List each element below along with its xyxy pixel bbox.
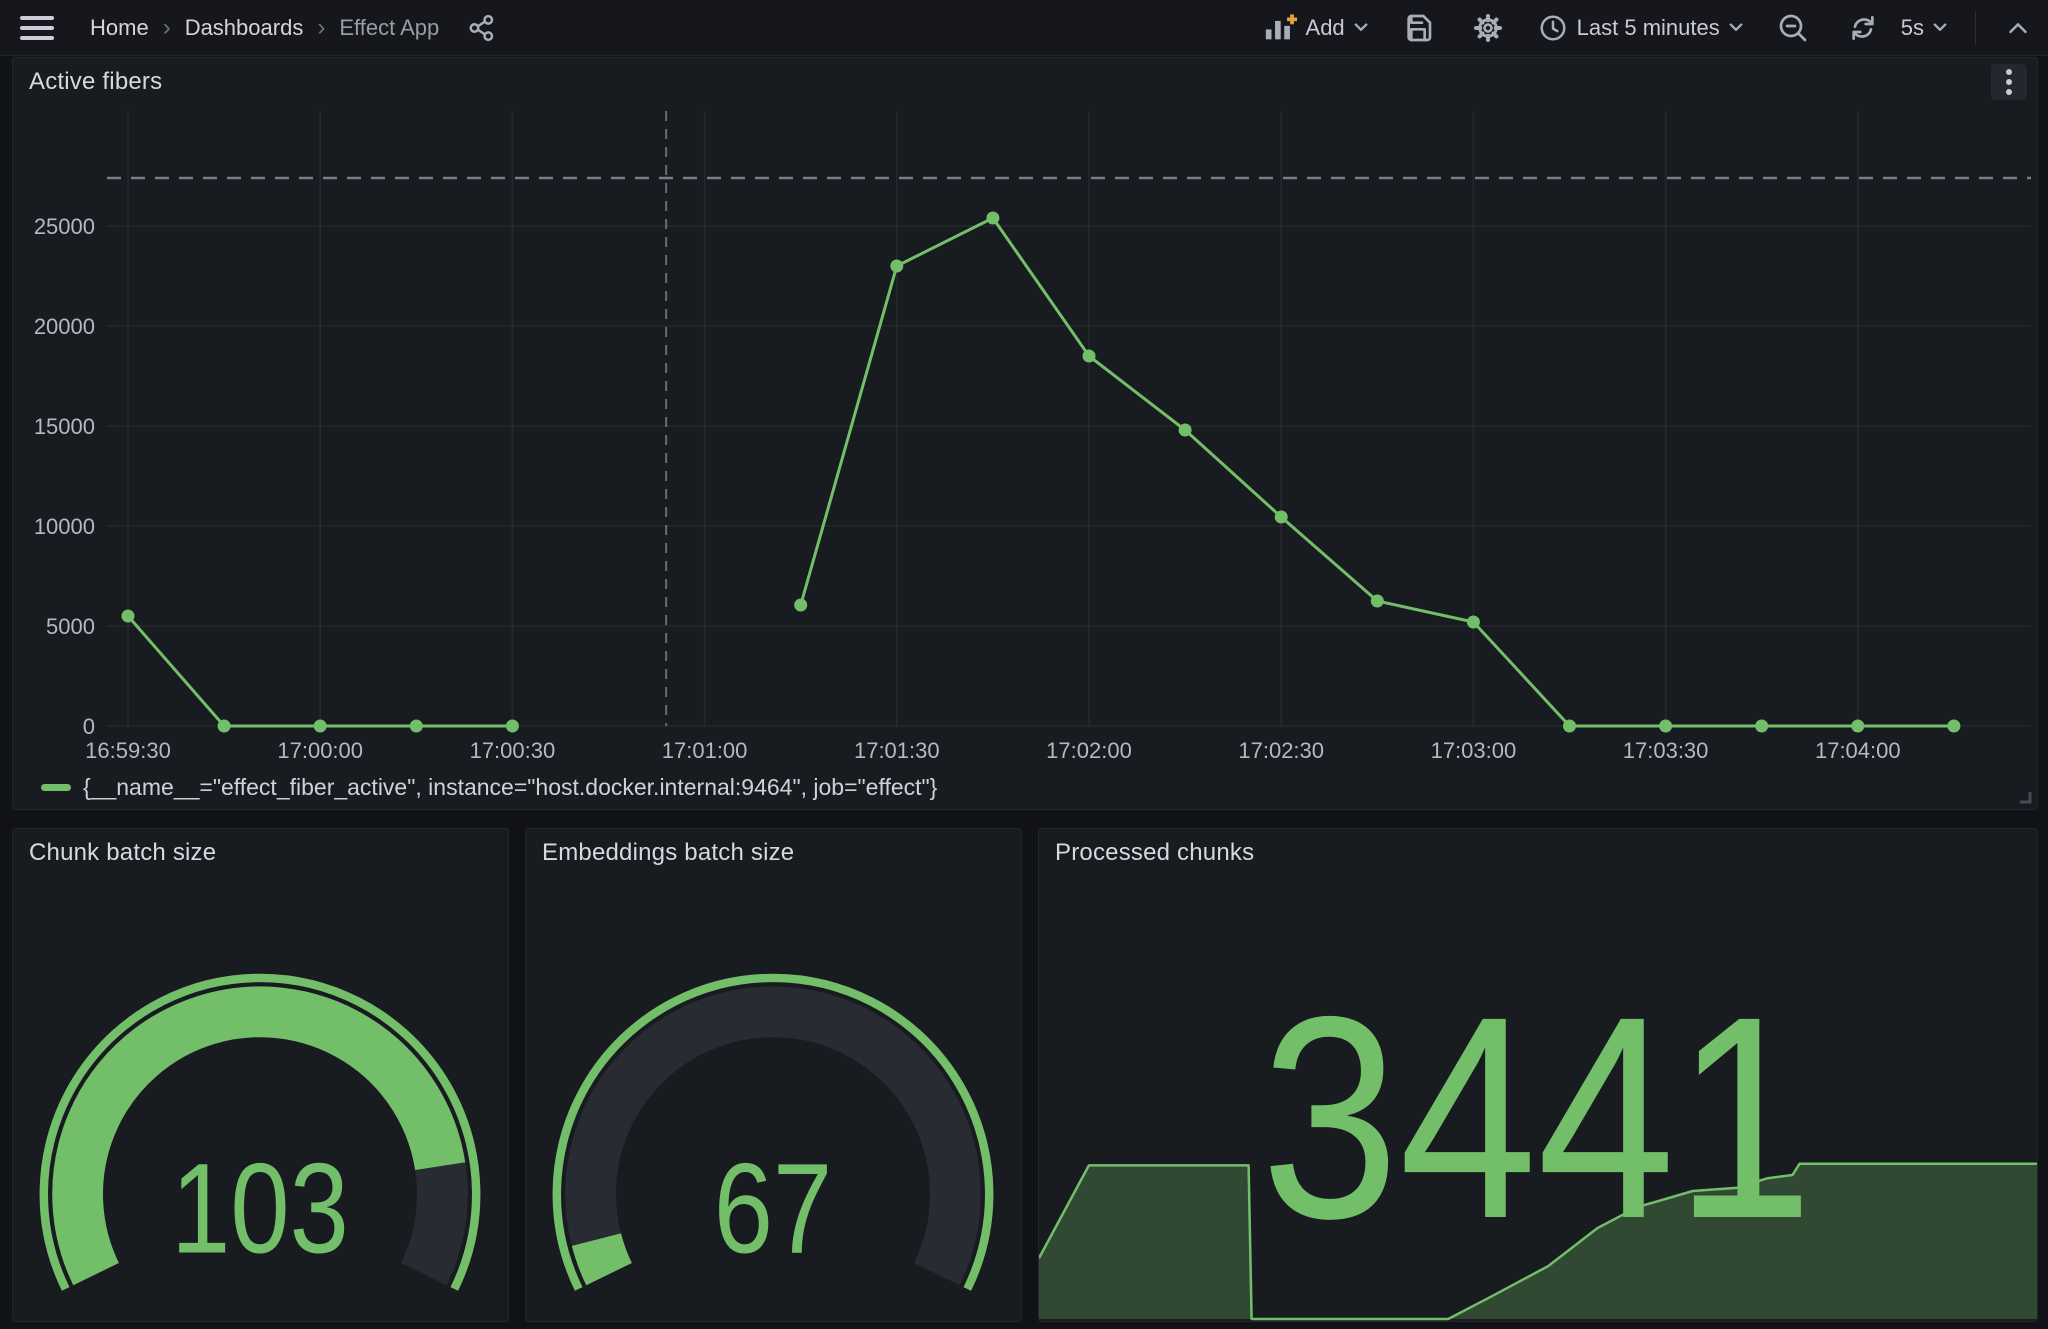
zoom-out-button[interactable] bbox=[1771, 6, 1815, 50]
breadcrumb-dashboards[interactable]: Dashboards bbox=[177, 13, 312, 43]
panel-embeddings-batch-size: Embeddings batch size 67 bbox=[525, 828, 1022, 1322]
add-button[interactable]: Add bbox=[1261, 7, 1370, 49]
svg-text:15000: 15000 bbox=[34, 414, 95, 439]
zoom-out-icon bbox=[1779, 14, 1807, 41]
panel-title: Chunk batch size bbox=[29, 839, 217, 866]
time-series-chart: 0 5000 10000 15000 20000 25000 16:59:30 17:00:0… bbox=[34, 111, 2031, 763]
svg-text:17:03:30: 17:03:30 bbox=[1623, 738, 1709, 763]
legend-series-label: {__name__="effect_fiber_active", instanc… bbox=[83, 774, 938, 800]
refresh-interval-dropdown[interactable]: 5s bbox=[1899, 11, 1949, 45]
clock-icon bbox=[1540, 15, 1566, 40]
panel-menu-button[interactable] bbox=[1991, 64, 2027, 100]
caret-down-icon bbox=[1729, 23, 1743, 32]
legend-series-marker bbox=[41, 784, 71, 791]
breadcrumb-current: Effect App bbox=[339, 14, 440, 40]
refresh-button[interactable] bbox=[1841, 6, 1885, 50]
time-range-label: Last 5 minutes bbox=[1576, 14, 1720, 40]
caret-down-icon bbox=[1354, 23, 1368, 32]
svg-text:17:02:30: 17:02:30 bbox=[1238, 738, 1324, 763]
svg-text:5000: 5000 bbox=[46, 614, 95, 639]
panel-chunk-batch-size: Chunk batch size 103 bbox=[12, 828, 509, 1322]
gauge-chart: 67 bbox=[552, 973, 994, 1291]
svg-text:67: 67 bbox=[714, 1137, 832, 1280]
menu-icon bbox=[20, 15, 54, 20]
breadcrumb-home[interactable]: Home bbox=[82, 13, 157, 43]
refresh-icon bbox=[1852, 15, 1874, 40]
add-button-label: Add bbox=[1305, 14, 1345, 40]
svg-text:3441: 3441 bbox=[1261, 957, 1813, 1279]
chevron-up-icon bbox=[2009, 23, 2027, 34]
share-button[interactable] bbox=[461, 7, 503, 49]
gear-icon bbox=[1473, 13, 1502, 42]
svg-text:16:59:30: 16:59:30 bbox=[85, 738, 171, 763]
breadcrumb-separator: › bbox=[162, 13, 171, 41]
time-range-picker[interactable]: Last 5 minutes bbox=[1536, 9, 1745, 47]
svg-text:17:03:00: 17:03:00 bbox=[1431, 738, 1517, 763]
panel-title: Active fibers bbox=[29, 68, 163, 95]
save-icon bbox=[1407, 14, 1432, 41]
panel-title: Embeddings batch size bbox=[542, 839, 795, 866]
save-dashboard-button[interactable] bbox=[1396, 6, 1440, 50]
menu-button[interactable] bbox=[14, 8, 60, 48]
svg-text:103: 103 bbox=[171, 1137, 349, 1280]
svg-text:20000: 20000 bbox=[34, 314, 95, 339]
dashboard-settings-button[interactable] bbox=[1466, 6, 1510, 50]
share-icon bbox=[469, 14, 494, 41]
panel-resize-handle[interactable] bbox=[2015, 787, 2033, 805]
legend-item[interactable]: {__name__="effect_fiber_active", instanc… bbox=[41, 774, 937, 801]
gauge-chart: 103 bbox=[39, 973, 481, 1291]
panel-title: Processed chunks bbox=[1055, 839, 1255, 866]
svg-text:17:00:30: 17:00:30 bbox=[470, 738, 556, 763]
breadcrumb: Home › Dashboards › Effect App bbox=[82, 13, 447, 43]
add-panel-icon bbox=[1265, 13, 1297, 39]
svg-text:25000: 25000 bbox=[34, 214, 95, 239]
svg-text:17:01:00: 17:01:00 bbox=[662, 738, 748, 763]
svg-text:17:02:00: 17:02:00 bbox=[1046, 738, 1132, 763]
caret-down-icon bbox=[1933, 23, 1947, 32]
panel-processed-chunks: Processed chunks 3441 bbox=[1038, 828, 2038, 1322]
panel-active-fibers: Active fibers 0 5000 10000 15000 20000 25000 1… bbox=[12, 57, 2038, 810]
svg-text:10000: 10000 bbox=[34, 514, 95, 539]
breadcrumb-separator: › bbox=[317, 13, 326, 41]
top-nav: Home › Dashboards › Effect App bbox=[0, 0, 2048, 56]
svg-text:0: 0 bbox=[83, 714, 95, 739]
toolbar-divider bbox=[1975, 11, 1976, 44]
kebab-icon bbox=[2006, 69, 2012, 75]
stat-chart: 3441 bbox=[1039, 957, 2037, 1321]
collapse-bar-button[interactable] bbox=[2002, 15, 2034, 40]
svg-text:17:00:00: 17:00:00 bbox=[277, 738, 363, 763]
svg-text:17:01:30: 17:01:30 bbox=[854, 738, 940, 763]
refresh-interval-label: 5s bbox=[1900, 14, 1924, 40]
svg-text:17:04:00: 17:04:00 bbox=[1815, 738, 1901, 763]
